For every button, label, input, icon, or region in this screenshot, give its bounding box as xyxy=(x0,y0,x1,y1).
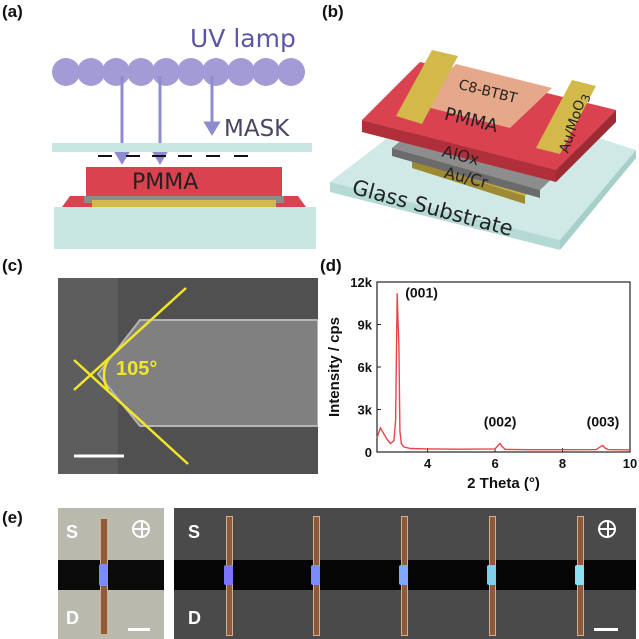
emission-2 xyxy=(311,565,320,585)
peak-label: (001) xyxy=(405,285,438,301)
sem-drawing xyxy=(58,278,318,474)
peak-label: (003) xyxy=(587,414,620,430)
x-axis-label: 2 Theta (°) xyxy=(467,475,540,492)
channel-dark-band xyxy=(58,560,164,590)
panel-a-schematic xyxy=(52,58,316,249)
scale-bar-e2 xyxy=(594,628,618,631)
xrd-chart: 4 6 8 10 0 3k 6k 9k 12k (001) (002) (003) 2 Theta (°… xyxy=(326,275,637,492)
emission-5 xyxy=(575,565,584,585)
mask-plate xyxy=(52,143,312,152)
x-tick-label: 4 xyxy=(424,456,432,471)
panel-a-label: (a) xyxy=(2,2,23,21)
gold-layer xyxy=(92,200,276,207)
drain-label-e2: D xyxy=(188,608,201,628)
c8-btbt-layer xyxy=(415,64,552,128)
scale-bar-e1 xyxy=(128,628,150,631)
uv-arrows xyxy=(113,76,221,165)
emission-4 xyxy=(487,565,496,585)
substrate-a xyxy=(54,207,316,249)
y-axis-label: Intensity / cps xyxy=(326,317,343,417)
drain-label-e1: D xyxy=(66,608,79,628)
panel-b-device-stack xyxy=(330,50,636,250)
crystal-wire xyxy=(96,319,318,427)
y-tick-label: 3k xyxy=(358,403,373,418)
emission-3 xyxy=(399,565,408,585)
x-tick-label: 8 xyxy=(559,456,566,471)
y-tick-label: 12k xyxy=(350,275,372,290)
x-tick-label: 6 xyxy=(491,456,498,471)
sem-image: 105° xyxy=(58,278,318,474)
optical-image-array: S D xyxy=(174,508,636,639)
uv-lamp-text: UV lamp xyxy=(190,24,296,53)
aluminum-layer xyxy=(84,196,284,203)
y-tick-label: 6k xyxy=(358,360,373,375)
emission-1 xyxy=(224,565,233,585)
x-tick-label: 10 xyxy=(623,456,637,471)
peak-label: (002) xyxy=(484,414,517,430)
y-tick-label: 9k xyxy=(358,318,373,333)
blue-emission xyxy=(99,564,108,586)
polarizer-icon xyxy=(132,520,150,538)
panel-d-label: (d) xyxy=(320,256,342,275)
panel-b-label: (b) xyxy=(322,2,344,21)
mask-text: MASK xyxy=(224,116,290,142)
y-tick-label: 0 xyxy=(365,445,372,460)
au-moo3-electrode-left xyxy=(396,50,458,124)
source-label-e2: S xyxy=(188,522,201,542)
panel-e-label: (e) xyxy=(2,508,23,527)
panel-c-label: (c) xyxy=(2,256,23,275)
angle-label: 105° xyxy=(116,358,158,380)
angle-lines xyxy=(73,287,189,465)
pmma-text: PMMA xyxy=(132,170,199,195)
uv-lamp-array xyxy=(52,58,305,86)
au-moo3-electrode-right xyxy=(536,80,596,154)
polarizer-icon-2 xyxy=(598,520,616,538)
optical-image-single: S D xyxy=(58,508,164,639)
source-label-e1: S xyxy=(66,522,79,542)
xrd-series-line xyxy=(376,293,631,451)
